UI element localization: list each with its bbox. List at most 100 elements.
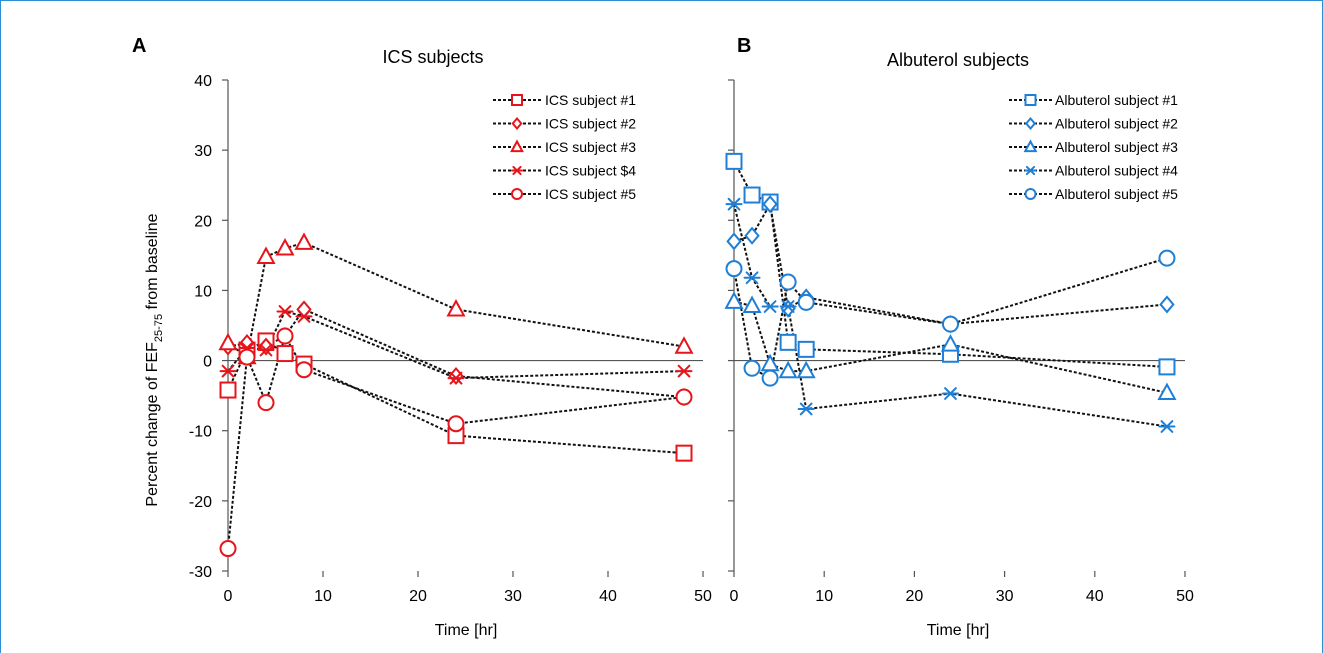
data-point-s4-4 [278,306,293,317]
legend-label: ICS subject #5 [545,186,636,202]
legend-marker-icon [1026,119,1035,129]
data-point-s4-7 [1159,421,1174,432]
legend-label: Albuterol subject #2 [1055,116,1178,132]
legend-label: ICS subject #3 [545,139,636,155]
panel-a-y-axis-label: Percent change of FEF25-75 from baseline [144,213,165,506]
panel-b-legend: Albuterol subject #1 Albuterol subject #2… [1009,92,1178,202]
x-tick-label: 10 [314,588,332,605]
data-point-s5-6 [943,317,958,332]
x-tick-label: 30 [996,588,1014,605]
y-label-main: Percent change of FEF [144,342,161,507]
data-point-s5-7 [1159,251,1174,266]
panel-a-title: ICS subjects [382,47,483,67]
panel-b-title: Albuterol subjects [887,50,1029,70]
data-point-s5-5 [799,295,814,310]
x-tick-label: 20 [409,588,427,605]
data-point-s1-4 [278,346,293,361]
legend-marker-icon [512,142,523,152]
panel-b-letter: B [737,35,751,57]
legend-entry-4: ICS subject $4 [493,163,636,179]
data-point-s5-2 [240,350,255,365]
data-point-s1-1 [727,154,742,169]
data-point-s4-6 [943,388,958,399]
x-tick-label: 40 [599,588,617,605]
legend-marker-icon [512,189,522,199]
legend-label: Albuterol subject #5 [1055,186,1178,202]
data-point-s5-5 [297,362,312,377]
x-tick-label: 10 [815,588,833,605]
legend-marker-icon [1026,95,1036,105]
x-tick-label: 30 [504,588,522,605]
data-point-s5-4 [781,275,796,290]
data-point-s1-1 [221,383,236,398]
legend-label: Albuterol subject #4 [1055,163,1178,179]
panel-a-x-axis-ticks: 0 10 20 30 40 50 [224,588,712,605]
data-point-s3-4 [780,363,796,377]
legend-label: Albuterol subject #3 [1055,139,1178,155]
data-point-s3-5 [296,234,312,248]
x-tick-label: 20 [906,588,924,605]
legend-marker-icon [1026,189,1036,199]
data-point-s5-1 [221,541,236,556]
data-point-s1-5 [799,342,814,357]
legend-entry-1: Albuterol subject #1 [1009,92,1178,108]
data-point-s3-6 [448,301,464,315]
panel-b: B Albuterol subjects 0 10 20 30 40 50 Time [h… [726,35,1194,639]
panel-a: A ICS subjects -30 -20 -10 0 10 20 30 40 0 10 20 3… [132,35,712,639]
data-point-s5-3 [763,371,778,386]
y-tick-label: 20 [194,213,212,230]
panel-a-y-axis-ticks: -30 -20 -10 0 10 20 30 40 [189,73,212,581]
legend-marker-icon [512,167,522,174]
y-tick-label: 40 [194,73,212,90]
y-tick-label: 30 [194,143,212,160]
legend-entry-1: ICS subject #1 [493,92,636,108]
data-point-s5-1 [727,261,742,276]
legend-label: Albuterol subject #1 [1055,92,1178,108]
data-point-s4-3 [763,301,778,312]
legend-marker-icon [512,95,522,105]
panel-a-series-markers [220,234,692,556]
data-point-s5-6 [449,416,464,431]
legend-label: ICS subject $4 [545,163,636,179]
data-point-s3-3 [258,249,274,263]
data-point-s3-1 [220,335,236,349]
data-point-s1-4 [781,335,796,350]
legend-entry-5: Albuterol subject #5 [1009,186,1178,202]
legend-entry-3: ICS subject #3 [493,139,636,155]
y-tick-label: 10 [194,283,212,300]
y-label-subscript: 25-75 [153,314,165,342]
legend-entry-5: ICS subject #5 [493,186,636,202]
y-tick-label: -10 [189,424,212,441]
data-point-s4-5 [799,404,814,415]
legend-label: ICS subject #2 [545,116,636,132]
panel-a-legend: ICS subject #1 ICS subject #2 ICS subject … [493,92,636,202]
legend-entry-4: Albuterol subject #4 [1009,163,1178,179]
panel-a-series-lines [228,243,684,549]
data-point-s3-3 [762,356,778,370]
y-tick-label: -20 [189,494,212,511]
data-point-s1-7 [1159,359,1174,374]
panel-b-x-axis-ticks: 0 10 20 30 40 50 [730,588,1194,605]
legend-entry-3: Albuterol subject #3 [1009,139,1178,155]
data-point-s2-1 [728,234,741,249]
panel-a-x-axis-label: Time [hr] [435,622,498,639]
x-tick-label: 50 [1176,588,1194,605]
data-point-s2-2 [746,228,759,243]
data-point-s3-6 [943,336,959,350]
x-tick-label: 40 [1086,588,1104,605]
data-point-s1-7 [677,446,692,461]
y-label-tail: from baseline [144,213,161,314]
legend-marker-icon [1025,142,1036,152]
legend-marker-icon [1026,167,1036,174]
x-tick-label: 0 [224,588,233,605]
legend-entry-2: Albuterol subject #2 [1009,116,1178,132]
y-tick-label: 0 [203,354,212,371]
data-point-s4-7 [677,366,692,377]
data-point-s5-3 [259,395,274,410]
data-point-s5-2 [745,361,760,376]
legend-entry-2: ICS subject #2 [493,116,636,132]
panel-b-x-axis-label: Time [hr] [927,622,990,639]
legend-label: ICS subject #1 [545,92,636,108]
data-point-s5-4 [278,329,293,344]
